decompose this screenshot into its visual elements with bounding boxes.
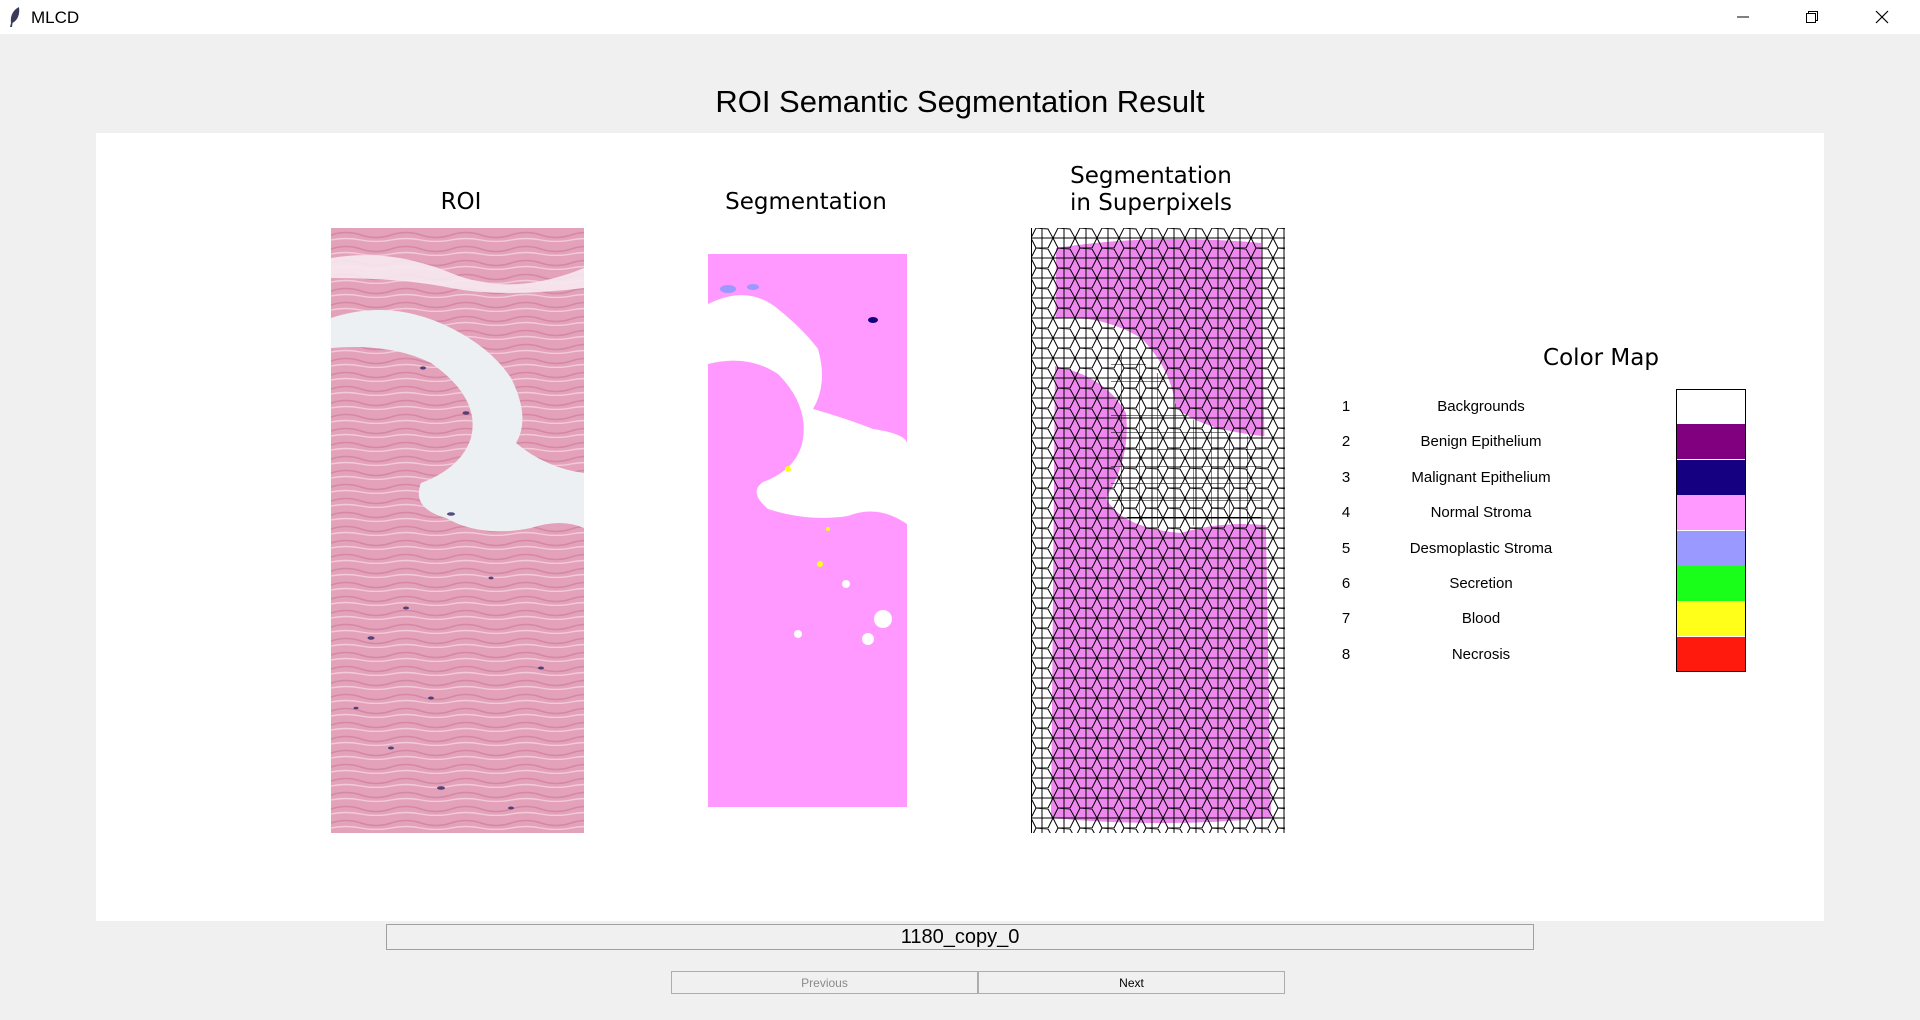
color-map-row: 8 Necrosis (1331, 636, 1751, 672)
title-bar: MLCD (0, 0, 1920, 34)
color-map-label: Necrosis (1451, 645, 1511, 663)
color-map-label: Blood (1461, 610, 1501, 628)
previous-button[interactable]: Previous (671, 971, 978, 994)
color-map-label: Backgrounds (1437, 398, 1525, 415)
filename-display: 1180_copy_0 (386, 924, 1534, 950)
color-map-row: 6 Secretion (1331, 566, 1751, 601)
restore-icon (1806, 11, 1818, 23)
superpixels-title-line2: in Superpixels (1069, 190, 1233, 216)
superpixels-title-line1: Segmentation (1070, 163, 1232, 189)
roi-title: ROI (440, 189, 482, 215)
color-map-label: Normal Stroma (1430, 504, 1532, 522)
color-map-label: Desmoplastic Stroma (1409, 539, 1553, 557)
color-map-label: Benign Epithelium (1420, 433, 1542, 451)
color-map-number: 3 (1341, 468, 1351, 486)
color-map-number: 2 (1341, 433, 1351, 451)
segmentation-title: Segmentation (725, 189, 887, 215)
color-map-number: 1 (1341, 398, 1351, 415)
minimize-icon (1737, 16, 1749, 18)
close-button[interactable] (1852, 0, 1912, 34)
window-title: MLCD (31, 8, 80, 27)
restore-button[interactable] (1782, 0, 1842, 34)
color-map-row: 3 Malignant Epithelium (1331, 459, 1751, 495)
color-map-label: Secretion (1449, 575, 1513, 592)
color-map-swatch (1676, 530, 1746, 566)
color-map-number: 4 (1341, 504, 1351, 522)
color-map-swatch (1676, 495, 1746, 531)
color-map-row: 1 Backgrounds (1331, 389, 1751, 424)
color-map-number: 6 (1341, 575, 1351, 592)
color-map-number: 8 (1341, 645, 1351, 663)
color-map-row: 7 Blood (1331, 601, 1751, 637)
next-button[interactable]: Next (978, 971, 1285, 994)
color-map-swatch (1676, 424, 1746, 460)
color-map-number: 5 (1341, 539, 1351, 557)
color-map-label: Malignant Epithelium (1411, 468, 1551, 486)
color-map-title: Color Map (1543, 345, 1659, 371)
color-map-frame (1676, 389, 1746, 672)
page-title: ROI Semantic Segmentation Result (715, 84, 1205, 119)
color-map-row: 2 Benign Epithelium (1331, 424, 1751, 460)
color-map-row: 5 Desmoplastic Stroma (1331, 530, 1751, 566)
segmentation-image (708, 254, 907, 807)
close-icon (1875, 10, 1889, 24)
color-map-number: 7 (1341, 610, 1351, 628)
color-map-swatch (1676, 601, 1746, 637)
figure-canvas: ROI Segmentation (96, 133, 1824, 921)
feather-icon (10, 7, 20, 27)
color-map-row: 4 Normal Stroma (1331, 495, 1751, 531)
superpixels-image (1031, 228, 1285, 833)
superpixels-title: Segmentation in Superpixels (1021, 163, 1281, 217)
roi-image (331, 228, 584, 833)
minimize-button[interactable] (1713, 0, 1773, 34)
